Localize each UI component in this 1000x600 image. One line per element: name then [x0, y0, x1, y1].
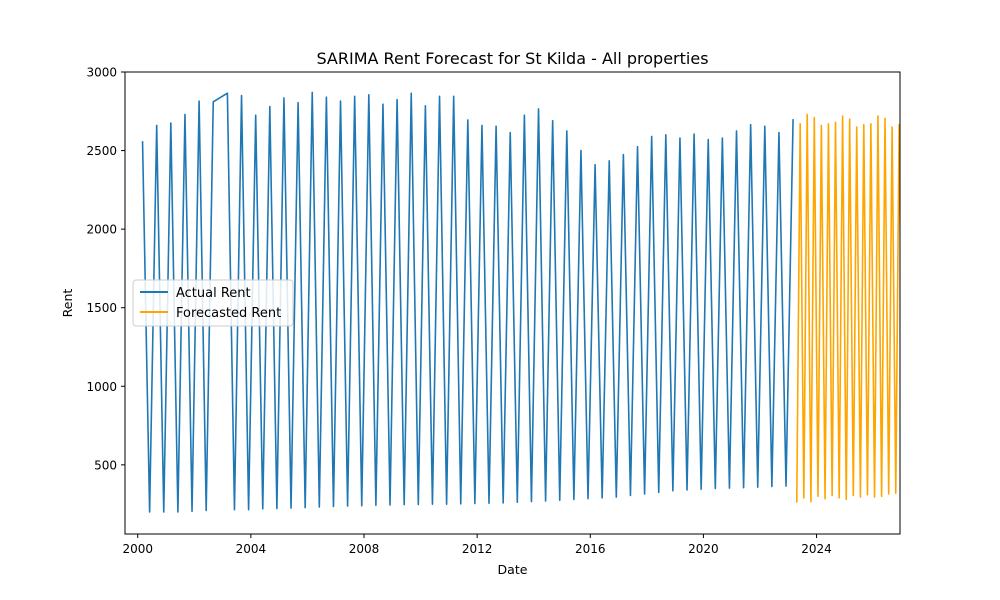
legend-label-actual-rent: Actual Rent — [176, 286, 251, 301]
legend-box — [132, 279, 294, 327]
x-tick-label: 2020 — [688, 542, 719, 556]
x-tick-label: 2024 — [801, 542, 832, 556]
y-tick-label: 3000 — [86, 66, 117, 80]
x-tick-label: 2008 — [349, 542, 380, 556]
y-axis: 500 1000 1500 2000 2500 3000 — [86, 66, 125, 472]
y-axis-title: Rent — [60, 289, 75, 318]
y-tick-label: 2000 — [86, 223, 117, 237]
y-tick-label: 500 — [94, 458, 117, 472]
x-axis-title: Date — [498, 562, 528, 577]
series-line-forecasted-rent — [795, 113, 900, 503]
plot-frame — [124, 71, 901, 535]
chart-title: SARIMA Rent Forecast for St Kilda - All … — [316, 49, 708, 68]
x-tick-label: 2016 — [575, 542, 606, 556]
legend-label-forecasted-rent: Forecasted Rent — [176, 306, 281, 321]
y-tick-label: 1500 — [86, 301, 117, 315]
series-line-actual-rent — [141, 91, 794, 513]
series-layer — [141, 91, 900, 513]
legend: Actual Rent Forecasted Rent — [132, 279, 294, 327]
x-tick-label: 2000 — [122, 542, 153, 556]
y-tick-label: 1000 — [86, 380, 117, 394]
y-tick-label: 2500 — [86, 144, 117, 158]
x-tick-label: 2012 — [462, 542, 493, 556]
x-tick-label: 2004 — [236, 542, 267, 556]
x-axis: 2000 2004 2008 2012 2016 2020 2024 — [122, 534, 832, 556]
